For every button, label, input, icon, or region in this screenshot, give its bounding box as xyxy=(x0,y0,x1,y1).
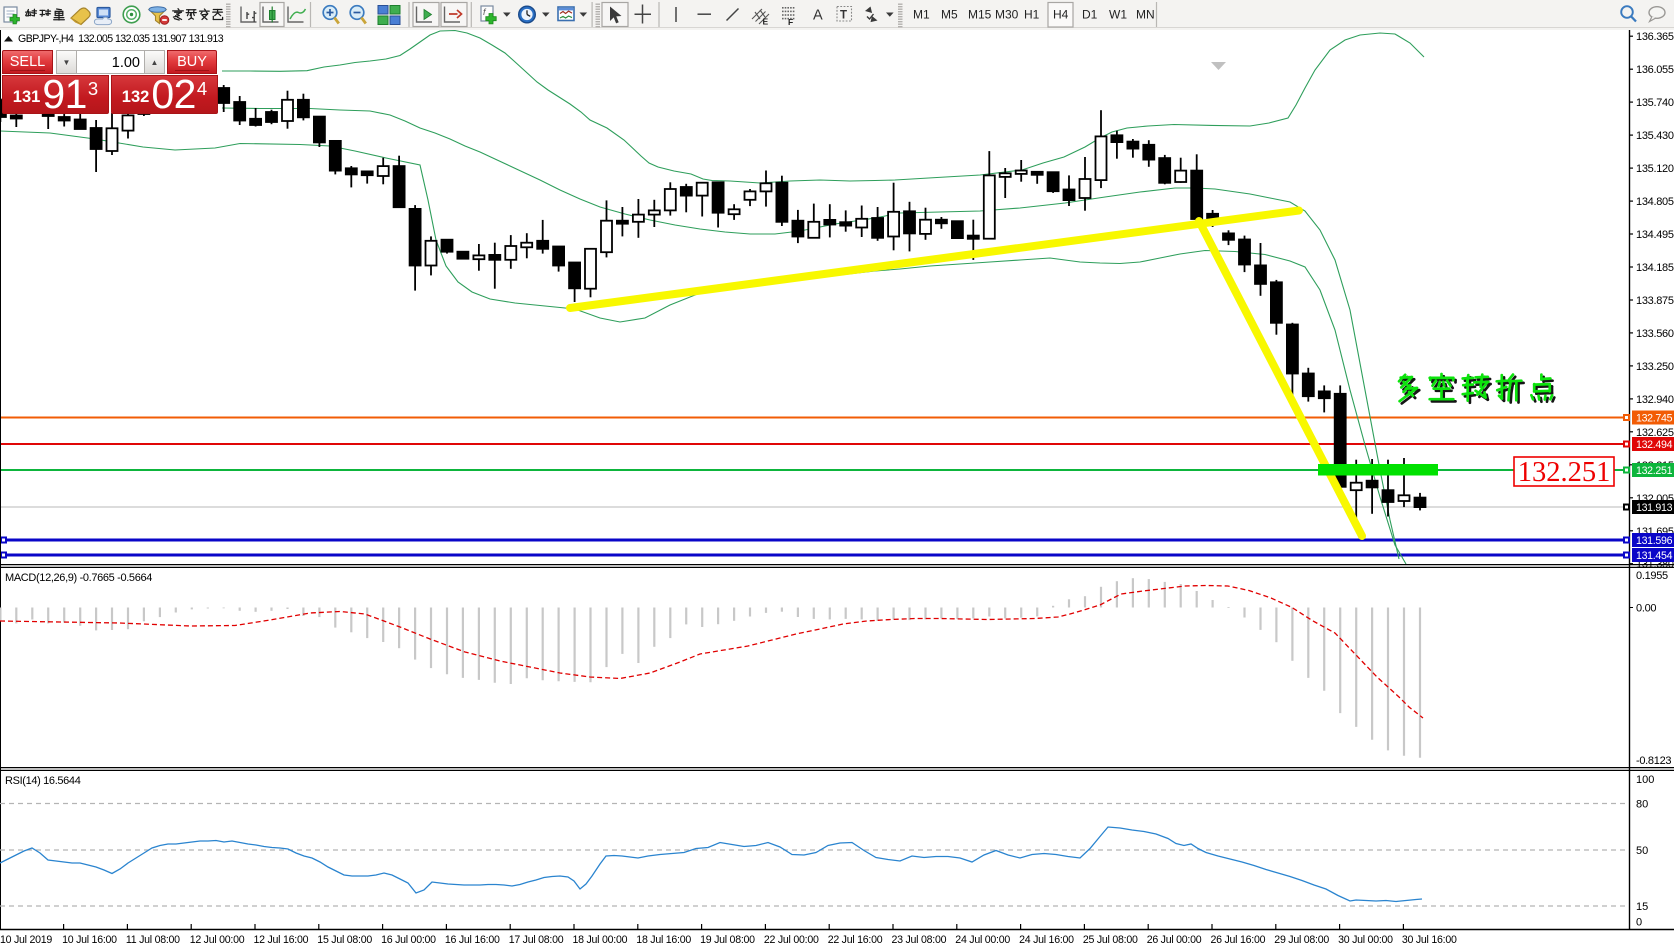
svg-text:131.596: 131.596 xyxy=(1636,535,1673,547)
svg-text:0.00: 0.00 xyxy=(1636,603,1656,615)
svg-text:100: 100 xyxy=(1636,774,1654,786)
svg-text:M30: M30 xyxy=(995,8,1019,22)
svg-text:135.120: 135.120 xyxy=(1636,163,1674,175)
svg-text:134.185: 134.185 xyxy=(1636,262,1674,274)
svg-text:22 Jul 16:00: 22 Jul 16:00 xyxy=(828,934,883,946)
svg-text:131.454: 131.454 xyxy=(1636,550,1673,562)
svg-text:22 Jul 00:00: 22 Jul 00:00 xyxy=(764,934,819,946)
svg-text:A: A xyxy=(813,8,823,24)
svg-text:80: 80 xyxy=(1636,799,1648,811)
svg-text:16 Jul 00:00: 16 Jul 00:00 xyxy=(381,934,436,946)
svg-text:19 Jul 08:00: 19 Jul 08:00 xyxy=(700,934,755,946)
svg-text:H1: H1 xyxy=(1024,8,1040,22)
svg-text:132.494: 132.494 xyxy=(1636,439,1673,451)
svg-text:MACD(12,26,9) -0.7665 -0.5664: MACD(12,26,9) -0.7665 -0.5664 xyxy=(5,572,152,584)
svg-text:11 Jul 08:00: 11 Jul 08:00 xyxy=(126,934,180,946)
svg-text:134.805: 134.805 xyxy=(1636,196,1674,208)
svg-text:132.251: 132.251 xyxy=(1518,457,1611,488)
svg-text:W1: W1 xyxy=(1109,8,1127,22)
svg-text:24 Jul 00:00: 24 Jul 00:00 xyxy=(955,934,1010,946)
svg-text:16 Jul 16:00: 16 Jul 16:00 xyxy=(445,934,500,946)
svg-text:133.250: 133.250 xyxy=(1636,361,1674,373)
svg-text:26 Jul 16:00: 26 Jul 16:00 xyxy=(1211,934,1266,946)
svg-text:MN: MN xyxy=(1136,8,1155,22)
svg-text:133.875: 133.875 xyxy=(1636,295,1674,307)
svg-text:H4: H4 xyxy=(1053,8,1069,22)
svg-text:135.430: 135.430 xyxy=(1636,130,1674,142)
svg-text:132.745: 132.745 xyxy=(1636,413,1673,425)
svg-text:M1: M1 xyxy=(913,8,930,22)
svg-text:24 Jul 16:00: 24 Jul 16:00 xyxy=(1019,934,1074,946)
svg-text:136.055: 136.055 xyxy=(1636,64,1674,76)
svg-text:23 Jul 08:00: 23 Jul 08:00 xyxy=(892,934,947,946)
svg-text:29 Jul 08:00: 29 Jul 08:00 xyxy=(1274,934,1329,946)
svg-text:D1: D1 xyxy=(1082,8,1098,22)
svg-text:30 Jul 00:00: 30 Jul 00:00 xyxy=(1338,934,1393,946)
svg-text:50: 50 xyxy=(1636,845,1648,857)
svg-text:18 Jul 16:00: 18 Jul 16:00 xyxy=(636,934,691,946)
svg-text:15 Jul 08:00: 15 Jul 08:00 xyxy=(317,934,372,946)
svg-text:12 Jul 16:00: 12 Jul 16:00 xyxy=(254,934,309,946)
svg-text:M5: M5 xyxy=(941,8,958,22)
svg-text:30 Jul 16:00: 30 Jul 16:00 xyxy=(1402,934,1457,946)
svg-text:134.495: 134.495 xyxy=(1636,229,1674,241)
svg-text:132.251: 132.251 xyxy=(1636,465,1673,477)
svg-text:131.913: 131.913 xyxy=(1636,502,1673,514)
svg-text:0: 0 xyxy=(1636,917,1642,929)
svg-text:15: 15 xyxy=(1636,901,1648,913)
svg-text:F: F xyxy=(788,17,793,27)
svg-text:17 Jul 08:00: 17 Jul 08:00 xyxy=(509,934,564,946)
svg-text:RSI(14) 16.5644: RSI(14) 16.5644 xyxy=(5,775,81,787)
svg-text:25 Jul 08:00: 25 Jul 08:00 xyxy=(1083,934,1138,946)
svg-text:T: T xyxy=(840,10,847,22)
svg-text:133.560: 133.560 xyxy=(1636,328,1674,340)
svg-text:-0.8123: -0.8123 xyxy=(1636,755,1671,767)
svg-text:10 Jul 2019: 10 Jul 2019 xyxy=(0,934,52,946)
svg-text:0.1955: 0.1955 xyxy=(1636,570,1668,582)
svg-text:26 Jul 00:00: 26 Jul 00:00 xyxy=(1147,934,1202,946)
svg-text:135.740: 135.740 xyxy=(1636,97,1674,109)
svg-text:18 Jul 00:00: 18 Jul 00:00 xyxy=(573,934,628,946)
svg-text:E: E xyxy=(763,17,769,27)
svg-text:10 Jul 16:00: 10 Jul 16:00 xyxy=(62,934,117,946)
svg-text:12 Jul 00:00: 12 Jul 00:00 xyxy=(190,934,245,946)
svg-text:M15: M15 xyxy=(968,8,992,22)
svg-text:132.940: 132.940 xyxy=(1636,394,1674,406)
